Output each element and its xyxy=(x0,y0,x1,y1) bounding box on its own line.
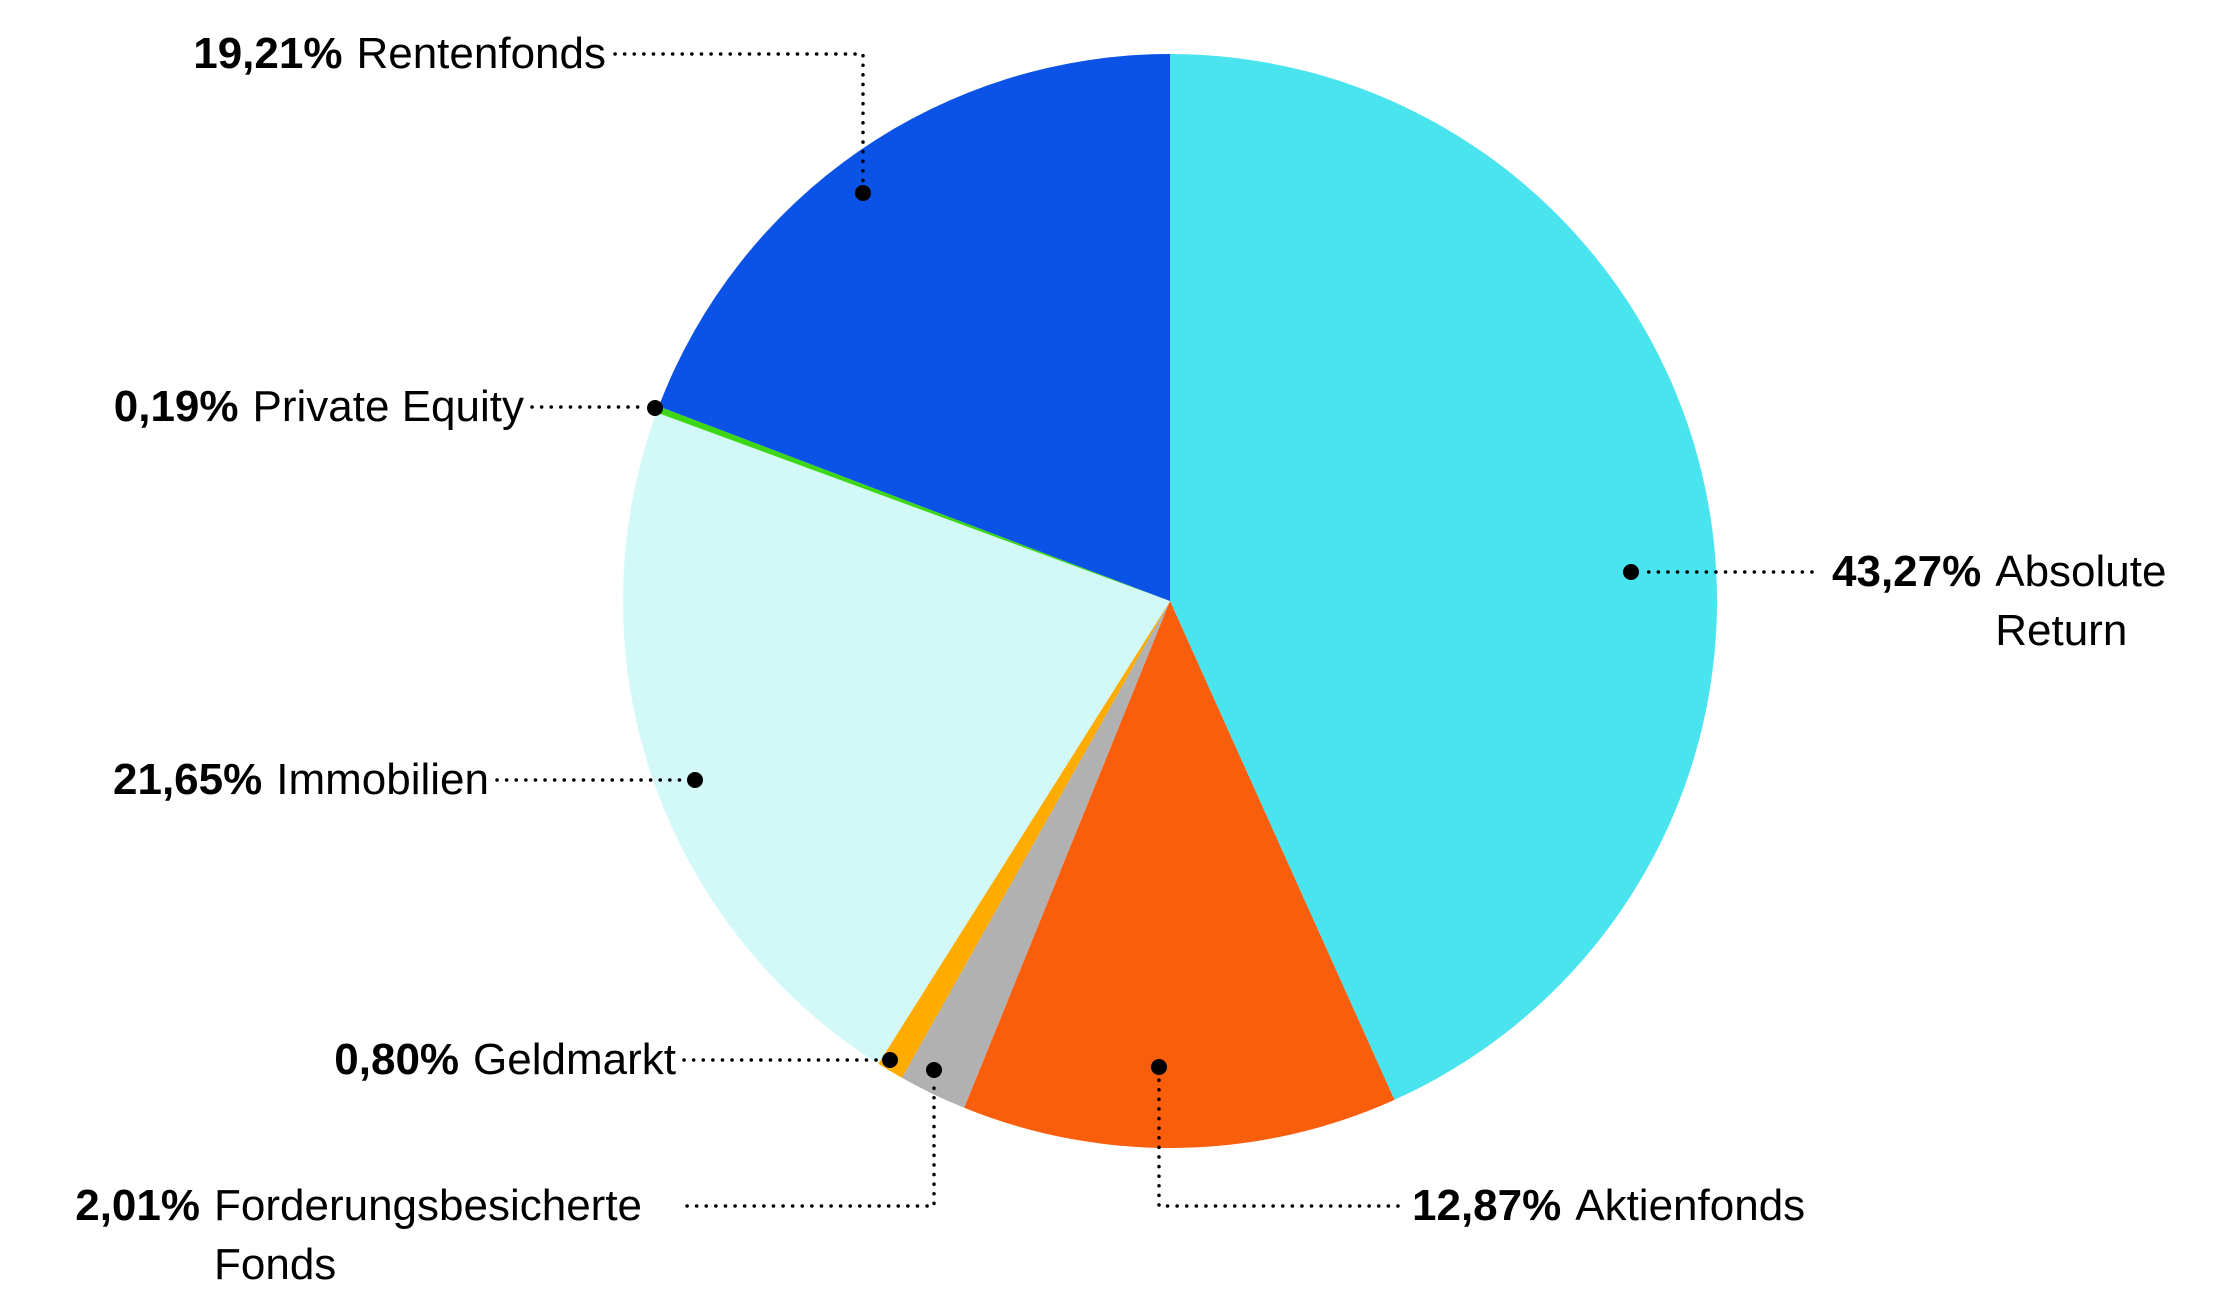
label-absolute-return: 43,27% Absolute Return xyxy=(1832,542,2187,661)
label-geldmarkt-name: Geldmarkt xyxy=(473,1035,676,1084)
pie-slice-geldmarkt xyxy=(878,601,1170,1078)
label-immobilien-percent: 21,65% xyxy=(113,755,263,804)
label-geldmarkt-percent: 0,80% xyxy=(334,1035,460,1084)
leader-dot-forderungsbesicherte-fonds xyxy=(926,1062,942,1078)
leader-dot-immobilien xyxy=(687,772,703,788)
label-rentenfonds-name: Rentenfonds xyxy=(356,29,606,78)
leader-dot-private-equity xyxy=(647,400,663,416)
leader-dot-absolute-return xyxy=(1623,564,1639,580)
pie-slice-forderungsbesicherte-fonds xyxy=(901,601,1170,1108)
label-rentenfonds-percent: 19,21% xyxy=(193,29,343,78)
pie-slice-private-equity xyxy=(656,406,1170,601)
label-absolute-return-name: Absolute Return xyxy=(1995,547,2167,656)
label-aktienfonds: 12,87% Aktienfonds xyxy=(1412,1176,1805,1235)
label-private-equity-name: Private Equity xyxy=(252,382,524,431)
label-absolute-return-percent: 43,27% xyxy=(1832,547,1982,596)
pie-slice-aktienfonds xyxy=(964,601,1395,1149)
label-immobilien: 21,65% Immobilien xyxy=(113,750,489,809)
leader-dot-rentenfonds xyxy=(855,185,871,201)
label-private-equity: 0,19% Private Equity xyxy=(114,377,524,436)
label-forderungsbesicherte-fonds: 2,01% Forderungsbesicherte Fonds xyxy=(75,1176,679,1295)
pie-slice-immobilien xyxy=(622,412,1170,1064)
label-geldmarkt: 0,80% Geldmarkt xyxy=(334,1030,676,1089)
leader-line-aktienfonds xyxy=(1157,1075,1400,1208)
leader-line-forderungsbesicherte-fonds xyxy=(685,1078,936,1208)
label-immobilien-name: Immobilien xyxy=(276,755,489,804)
label-aktienfonds-percent: 12,87% xyxy=(1412,1181,1562,1230)
label-rentenfonds: 19,21% Rentenfonds xyxy=(193,24,606,83)
pie-slice-absolute-return xyxy=(1170,54,1717,1100)
label-forderungsbesicherte-fonds-name: Forderungsbesicherte Fonds xyxy=(214,1181,643,1290)
label-aktienfonds-name: Aktienfonds xyxy=(1575,1181,1806,1230)
label-forderungsbesicherte-fonds-percent: 2,01% xyxy=(75,1181,200,1230)
leader-line-rentenfonds xyxy=(613,52,865,186)
label-private-equity-percent: 0,19% xyxy=(113,382,239,431)
leader-dot-geldmarkt xyxy=(882,1052,898,1068)
leader-dot-aktienfonds xyxy=(1151,1059,1167,1075)
pie-slice-rentenfonds xyxy=(658,54,1170,601)
